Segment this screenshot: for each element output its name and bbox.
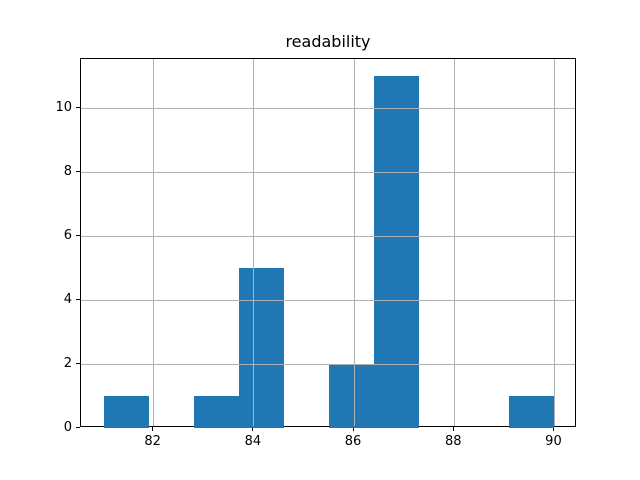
gridline-horizontal bbox=[81, 299, 575, 301]
x-tick-mark bbox=[552, 427, 554, 432]
y-tick-label: 2 bbox=[63, 355, 72, 371]
gridline-vertical bbox=[553, 58, 555, 427]
histogram-bar bbox=[193, 396, 239, 429]
x-tick-mark bbox=[352, 427, 354, 432]
x-tick-label: 82 bbox=[144, 434, 161, 450]
y-tick-label: 6 bbox=[63, 227, 72, 243]
histogram-bar bbox=[374, 76, 420, 429]
x-tick-label: 86 bbox=[344, 434, 362, 450]
y-tick-mark bbox=[76, 106, 80, 108]
chart-title: readability bbox=[285, 32, 371, 51]
y-tick-label: 0 bbox=[63, 419, 72, 435]
y-tick-label: 10 bbox=[55, 99, 72, 115]
gridline-vertical bbox=[253, 58, 255, 427]
x-tick-label: 90 bbox=[545, 434, 562, 450]
gridline-vertical bbox=[153, 58, 155, 427]
gridline-horizontal bbox=[81, 235, 575, 237]
gridline-vertical bbox=[453, 58, 455, 427]
bars-layer bbox=[81, 59, 575, 429]
grid-layer bbox=[81, 58, 575, 427]
y-tick-mark bbox=[76, 362, 80, 364]
x-tick-label: 84 bbox=[244, 434, 262, 450]
x-tick-label: 88 bbox=[444, 434, 462, 450]
x-tick-mark bbox=[152, 427, 154, 432]
x-tick-mark bbox=[452, 427, 454, 432]
plot-area bbox=[80, 57, 576, 429]
y-tick-mark bbox=[76, 298, 80, 300]
gridline-vertical bbox=[353, 58, 355, 427]
gridline-horizontal bbox=[81, 171, 575, 173]
y-tick-mark bbox=[76, 170, 80, 172]
histogram-bar bbox=[103, 396, 149, 429]
x-tick-mark bbox=[252, 427, 254, 432]
histogram-bar bbox=[509, 396, 555, 429]
gridline-horizontal bbox=[81, 107, 575, 109]
gridline-horizontal bbox=[81, 363, 575, 365]
histogram-bar bbox=[329, 364, 375, 429]
y-tick-label: 4 bbox=[63, 291, 72, 307]
y-tick-mark bbox=[76, 426, 80, 428]
histogram-bar bbox=[238, 268, 284, 429]
y-tick-mark bbox=[76, 234, 80, 236]
y-tick-label: 8 bbox=[63, 163, 72, 179]
